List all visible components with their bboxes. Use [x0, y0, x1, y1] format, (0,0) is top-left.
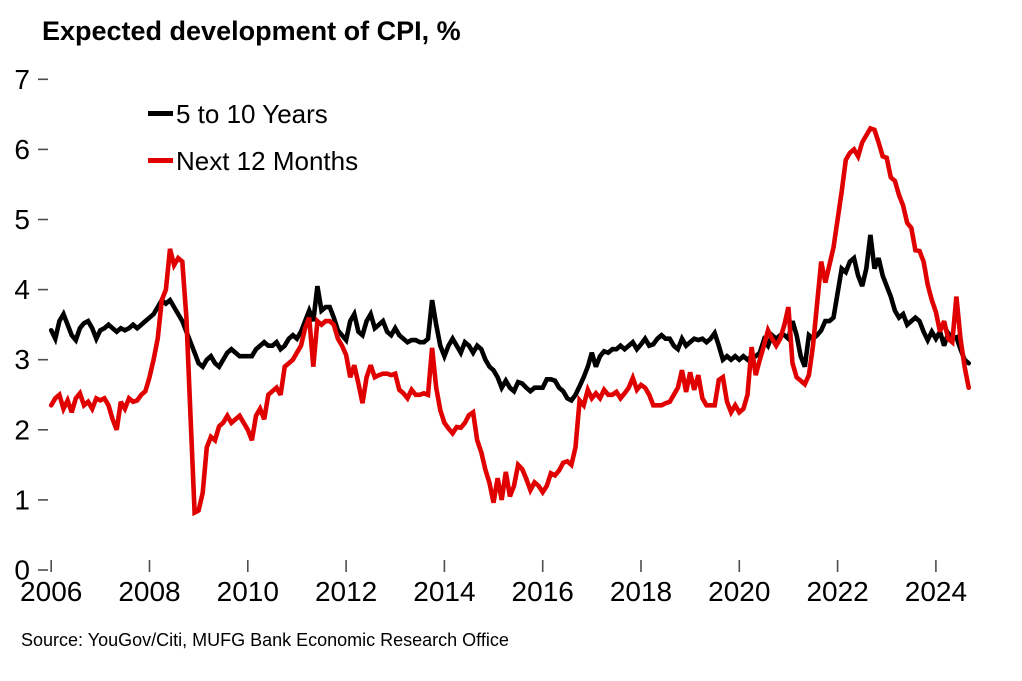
x-tick-label: 2008 — [118, 576, 180, 607]
x-tick-label: 2022 — [806, 576, 868, 607]
series-lines — [48, 125, 972, 517]
series-line-next-12-months — [48, 125, 972, 517]
legend-swatch-red-line — [148, 158, 173, 163]
x-tick-label: 2012 — [315, 576, 377, 607]
x-tick-label: 2006 — [20, 576, 82, 607]
axis-ticks — [38, 78, 937, 572]
y-tick-label: 6 — [14, 134, 30, 165]
y-tick-label: 0 — [14, 555, 30, 586]
x-tick-label: 2010 — [217, 576, 279, 607]
legend: 5 to 10 Years Next 12 Months — [148, 90, 358, 184]
x-tick-label: 2020 — [708, 576, 770, 607]
x-tick-label: 2014 — [413, 576, 475, 607]
legend-item-next-12-months: Next 12 Months — [148, 137, 358, 184]
y-tick-label: 1 — [14, 484, 30, 515]
legend-item-5-to-10-years: 5 to 10 Years — [148, 90, 358, 137]
y-tick-label: 3 — [14, 344, 30, 375]
x-tick-label: 2024 — [905, 576, 967, 607]
x-tick-label: 2018 — [610, 576, 672, 607]
axis-labels: 0 1 2 3 4 5 6 7 2006 2008 2010 2012 2014 2016 2018 2020… — [14, 64, 967, 607]
legend-label: 5 to 10 Years — [176, 98, 328, 129]
legend-swatch-black-line — [148, 111, 173, 116]
chart-title: Expected development of CPI, % — [42, 16, 461, 46]
x-tick-label: 2016 — [512, 576, 574, 607]
y-tick-label: 5 — [14, 204, 30, 235]
legend-label: Next 12 Months — [176, 145, 359, 176]
y-tick-label: 4 — [14, 274, 30, 305]
y-tick-label: 2 — [14, 414, 30, 445]
y-tick-label: 7 — [14, 64, 30, 95]
source-note: Source: YouGov/Citi, MUFG Bank Economic … — [21, 630, 509, 650]
